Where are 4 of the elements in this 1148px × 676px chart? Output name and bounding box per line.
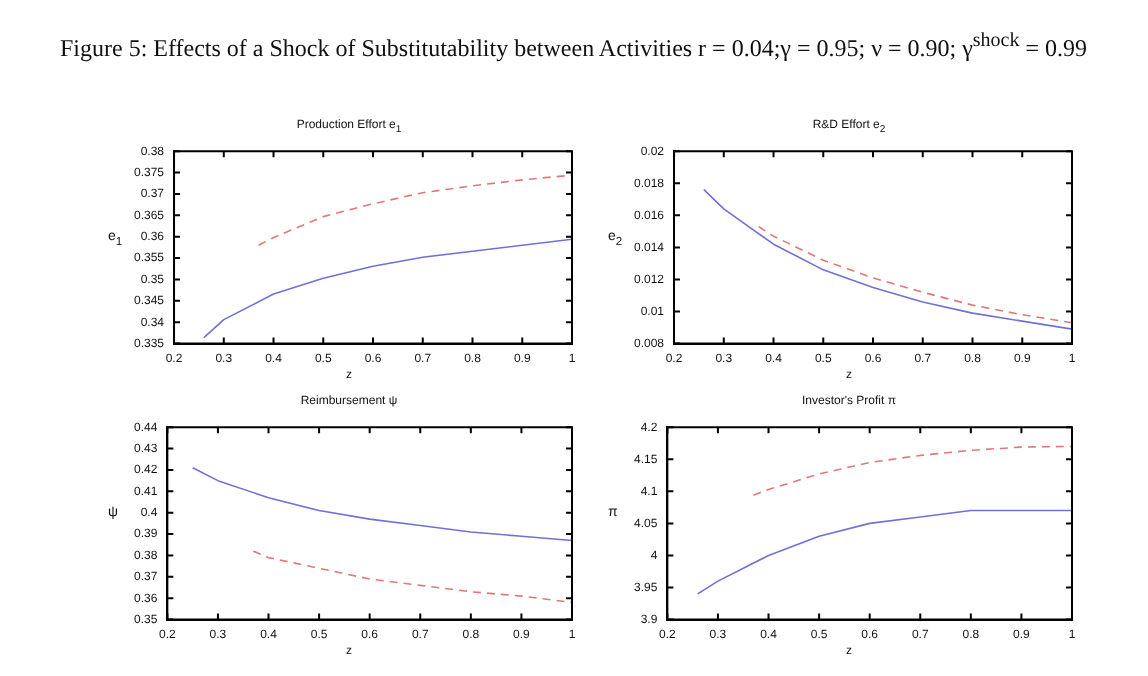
caption: Figure 5: Effects of a Shock of Substitutability between Activities r = 0.04;γ = 0.95; ν = 0.90; γ$^{shock}$ = 0.99: [60, 28, 1090, 62]
line-series: [252, 550, 572, 604]
line-series: [752, 445, 1072, 496]
line-series: [757, 225, 1072, 324]
